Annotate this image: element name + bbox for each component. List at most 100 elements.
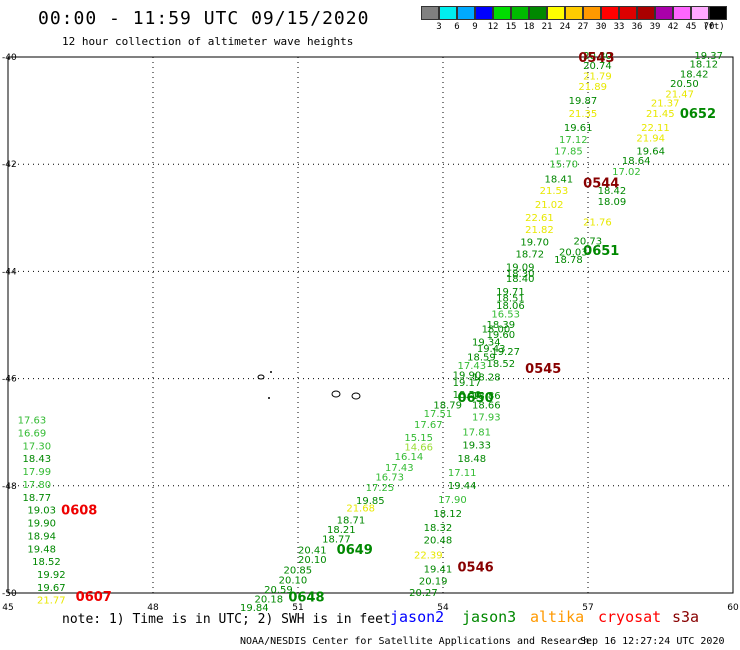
colorbar-swatch — [565, 6, 583, 20]
pass-time-label: 0651 — [583, 244, 619, 259]
swh-label: 20.03 — [559, 247, 588, 258]
swh-label: 18.51 — [496, 293, 525, 304]
colorbar-swatch — [709, 6, 727, 20]
swh-label: 21.76 — [583, 217, 612, 228]
pass-time-label: 0544 — [583, 176, 619, 191]
colorbar-swatch — [421, 6, 439, 20]
swh-label: 19.17 — [453, 378, 482, 389]
swh-label: 20.19 — [419, 576, 448, 587]
swh-label: 17.81 — [462, 427, 491, 438]
swh-label: 18.41 — [545, 174, 574, 185]
swh-label: 20.27 — [409, 588, 438, 599]
colorbar-swatch — [511, 6, 529, 20]
swh-label: 22.11 — [641, 123, 670, 134]
legend-altika: altika — [530, 608, 585, 626]
swh-label: 18.52 — [487, 359, 516, 370]
swh-label: 18.59 — [467, 352, 496, 363]
swh-label: 18.21 — [327, 525, 356, 536]
swh-label: 18.94 — [27, 531, 56, 542]
legend-s3a: s3a — [672, 608, 700, 626]
swh-label: 21.53 — [540, 186, 569, 197]
swh-label: 19.70 — [520, 238, 549, 249]
footer-credit: NOAA/NESDIS Center for Satellite Applica… — [240, 636, 590, 647]
swh-label: 19.27 — [491, 347, 520, 358]
swh-label: 19.03 — [27, 506, 56, 517]
colorbar-label: 3 — [436, 22, 442, 32]
swh-label: 19.90 — [27, 519, 56, 530]
pass-time-label: 0543 — [578, 51, 614, 66]
swh-label: 18.71 — [337, 515, 366, 526]
pass-time-label: 0546 — [458, 560, 494, 575]
swh-label: 18.00 — [482, 325, 511, 336]
swh-label: 17.12 — [559, 135, 588, 146]
pass-time-label: 0649 — [337, 543, 373, 558]
swh-label: 17.67 — [414, 420, 443, 431]
colorbar-label: 30 — [595, 22, 607, 32]
swh-label: 21.94 — [636, 134, 665, 145]
swh-label: 19.84 — [240, 603, 269, 614]
swh-label: 19.44 — [448, 481, 477, 492]
colorbar-swatch — [655, 6, 673, 20]
pass-time-label: 0607 — [76, 590, 112, 605]
colorbar-label: 45 — [685, 22, 697, 32]
pass-time-label: 0648 — [288, 590, 324, 605]
swh-label: 21.47 — [665, 90, 694, 101]
colorbar-label: 36 — [631, 22, 643, 32]
swh-label: 21.45 — [646, 109, 675, 120]
swh-label: 19.09 — [506, 262, 535, 273]
swh-label: 21.77 — [37, 596, 66, 607]
swh-label: 17.43 — [385, 463, 414, 474]
swh-label: 18.42 — [680, 69, 709, 80]
swh-label: 18.12 — [433, 509, 462, 520]
colorbar-label: 18 — [523, 22, 535, 32]
swh-label: 15.15 — [404, 433, 433, 444]
swh-label: 19.64 — [636, 147, 665, 158]
swh-label: 20.10 — [298, 555, 327, 566]
swh-label: 19.87 — [569, 96, 598, 107]
swh-label: 19.67 — [37, 583, 66, 594]
footer-timestamp: Sep 16 12:27:24 UTC 2020 — [580, 636, 725, 647]
swh-label: 17.85 — [554, 147, 583, 158]
swh-label: 18.79 — [433, 401, 462, 412]
swh-label: 19.37 — [694, 51, 723, 62]
lon-tick-label: 51 — [292, 603, 303, 613]
swh-label: 19.43 — [477, 344, 506, 355]
colorbar-swatch — [475, 6, 493, 20]
swh-label: 16.53 — [491, 309, 520, 320]
swh-label: 16.69 — [18, 428, 47, 439]
swh-label: 17.63 — [18, 416, 47, 427]
swh-label: 18.43 — [23, 454, 52, 465]
page-title: 00:00 - 11:59 UTC 09/15/2020 — [38, 8, 370, 29]
swh-label: 19.60 — [487, 330, 516, 341]
colorbar-label: 27 — [577, 22, 589, 32]
colorbar-swatch — [439, 6, 457, 20]
island-outline — [331, 390, 341, 398]
legend-cryosat: cryosat — [598, 608, 662, 626]
swh-label: 18.52 — [32, 557, 61, 568]
island-outline — [351, 392, 361, 400]
colorbar-swatch — [601, 6, 619, 20]
swh-label: 21.35 — [569, 109, 598, 120]
legend-jason3: jason3 — [462, 608, 517, 626]
swh-label: 17.25 — [366, 483, 395, 494]
colorbar-label: 9 — [472, 22, 478, 32]
swh-label: 22.39 — [414, 551, 443, 562]
swh-label: 18.09 — [598, 197, 627, 208]
swh-label: 18.72 — [516, 249, 545, 260]
swh-label: 20.59 — [264, 585, 293, 596]
swh-label: 21.89 — [578, 82, 607, 93]
island-dot — [270, 371, 272, 373]
lat-tick-label: -44 — [2, 267, 17, 277]
colorbar-swatch — [529, 6, 547, 20]
swh-label: 19.34 — [472, 337, 501, 348]
colorbar-label: 42 — [667, 22, 679, 32]
swh-label: 20.18 — [255, 595, 284, 606]
swh-label: 18.64 — [622, 156, 651, 167]
note-text: note: 1) Time is in UTC; 2) SWH is in fe… — [62, 612, 391, 627]
swh-label: 19.41 — [424, 565, 453, 576]
colorbar-label: 21 — [541, 22, 553, 32]
swh-label: 17.43 — [458, 361, 487, 372]
colorbar-label: 33 — [613, 22, 625, 32]
swh-label: 18.39 — [487, 320, 516, 331]
